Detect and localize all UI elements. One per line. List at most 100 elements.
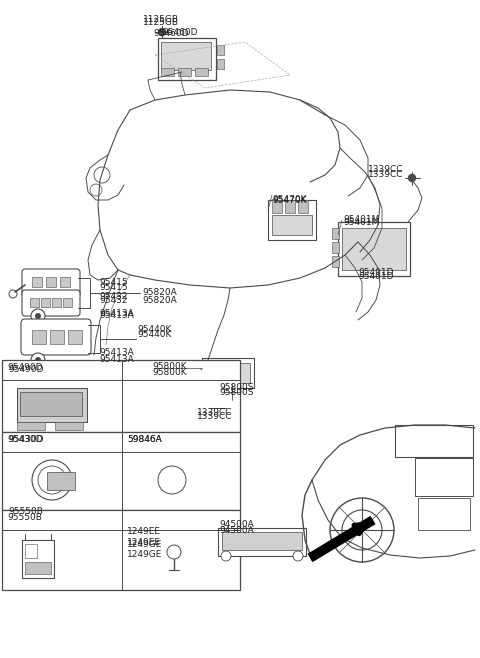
Bar [17, 422, 45, 430]
Circle shape [330, 498, 394, 562]
Text: 95460D: 95460D [162, 28, 197, 37]
FancyBboxPatch shape [22, 269, 80, 297]
Circle shape [31, 353, 45, 367]
Text: 1125GB: 1125GB [143, 18, 179, 27]
Circle shape [32, 460, 72, 500]
Bar [32, 330, 46, 344]
Bar [20, 392, 82, 416]
Bar [272, 200, 282, 213]
Text: 95470K: 95470K [272, 196, 307, 205]
Circle shape [224, 384, 240, 400]
Circle shape [38, 466, 66, 494]
Text: 95490D: 95490D [7, 363, 43, 372]
Bar [2, 360, 240, 432]
Bar [342, 228, 406, 270]
Circle shape [94, 167, 110, 183]
Bar [268, 200, 316, 240]
Text: 95413A: 95413A [99, 309, 134, 318]
Bar [52, 298, 61, 307]
Bar [195, 68, 208, 76]
Bar [46, 277, 56, 287]
Bar [298, 200, 308, 213]
Circle shape [158, 28, 166, 36]
Bar [272, 215, 312, 235]
Bar [32, 277, 42, 287]
FancyBboxPatch shape [22, 290, 80, 316]
Text: 59846A: 59846A [127, 435, 162, 444]
Text: 95550B: 95550B [8, 507, 43, 516]
Text: 59846A: 59846A [127, 435, 162, 444]
Text: 1249EE: 1249EE [127, 527, 161, 536]
Bar [47, 472, 75, 490]
Text: 95413A: 95413A [99, 355, 134, 364]
Bar [218, 528, 306, 556]
Text: 95432: 95432 [99, 296, 128, 305]
Text: 95820A: 95820A [142, 288, 177, 297]
Circle shape [221, 551, 231, 561]
Text: 95440K: 95440K [137, 325, 171, 334]
Bar [202, 358, 254, 388]
Bar [63, 298, 72, 307]
Text: 95430D: 95430D [7, 435, 43, 444]
Bar [22, 540, 54, 578]
Text: 95401D: 95401D [358, 272, 394, 281]
Circle shape [31, 309, 45, 323]
Bar [338, 222, 410, 276]
Circle shape [35, 313, 41, 319]
Bar [158, 38, 216, 80]
FancyBboxPatch shape [21, 319, 91, 355]
Bar [25, 544, 37, 558]
Bar [285, 200, 295, 213]
Text: 95550B: 95550B [7, 513, 42, 522]
Bar [178, 68, 191, 76]
Circle shape [35, 357, 41, 363]
Text: 95490D: 95490D [8, 365, 44, 374]
Bar [418, 498, 470, 530]
Bar [41, 298, 50, 307]
Bar [30, 298, 39, 307]
Circle shape [214, 404, 222, 412]
Bar [206, 363, 250, 383]
Bar [222, 532, 302, 550]
Bar [217, 59, 224, 69]
Bar [332, 228, 339, 239]
Text: 1339CC: 1339CC [368, 170, 404, 179]
Text: 95800K: 95800K [152, 368, 187, 377]
Text: 1125GB: 1125GB [143, 15, 179, 24]
Circle shape [342, 510, 382, 550]
Bar [60, 277, 70, 287]
Bar [332, 242, 339, 253]
Text: 95800S: 95800S [219, 383, 253, 392]
Bar [68, 330, 82, 344]
Text: 94500A: 94500A [219, 526, 254, 535]
Bar [2, 510, 240, 590]
Circle shape [408, 174, 416, 182]
Text: 1249GE: 1249GE [127, 540, 162, 549]
Bar [217, 45, 224, 55]
Bar [50, 330, 64, 344]
Bar [17, 388, 87, 422]
Circle shape [9, 290, 17, 298]
Circle shape [167, 545, 181, 559]
Text: 95415: 95415 [99, 278, 128, 287]
Text: 1339CC: 1339CC [197, 412, 232, 421]
Bar [161, 68, 174, 76]
Bar [2, 432, 240, 510]
Circle shape [90, 184, 102, 196]
Bar [415, 458, 473, 496]
Text: 1249EE: 1249EE [127, 538, 161, 547]
Text: 95460D: 95460D [153, 29, 189, 38]
Bar [332, 256, 339, 267]
Bar [25, 562, 51, 574]
Text: 95430D: 95430D [8, 435, 44, 444]
Text: 95800S: 95800S [219, 388, 253, 397]
Text: 95415: 95415 [99, 283, 128, 292]
Text: 1339CC: 1339CC [197, 408, 232, 417]
Text: 95440K: 95440K [137, 330, 171, 339]
Text: 95432: 95432 [99, 292, 128, 301]
Text: 95413A: 95413A [99, 311, 134, 320]
Text: 95401M: 95401M [343, 215, 379, 224]
Text: 95470K: 95470K [272, 195, 307, 204]
Text: 94500A: 94500A [219, 520, 254, 529]
Text: 95401D: 95401D [358, 268, 394, 277]
